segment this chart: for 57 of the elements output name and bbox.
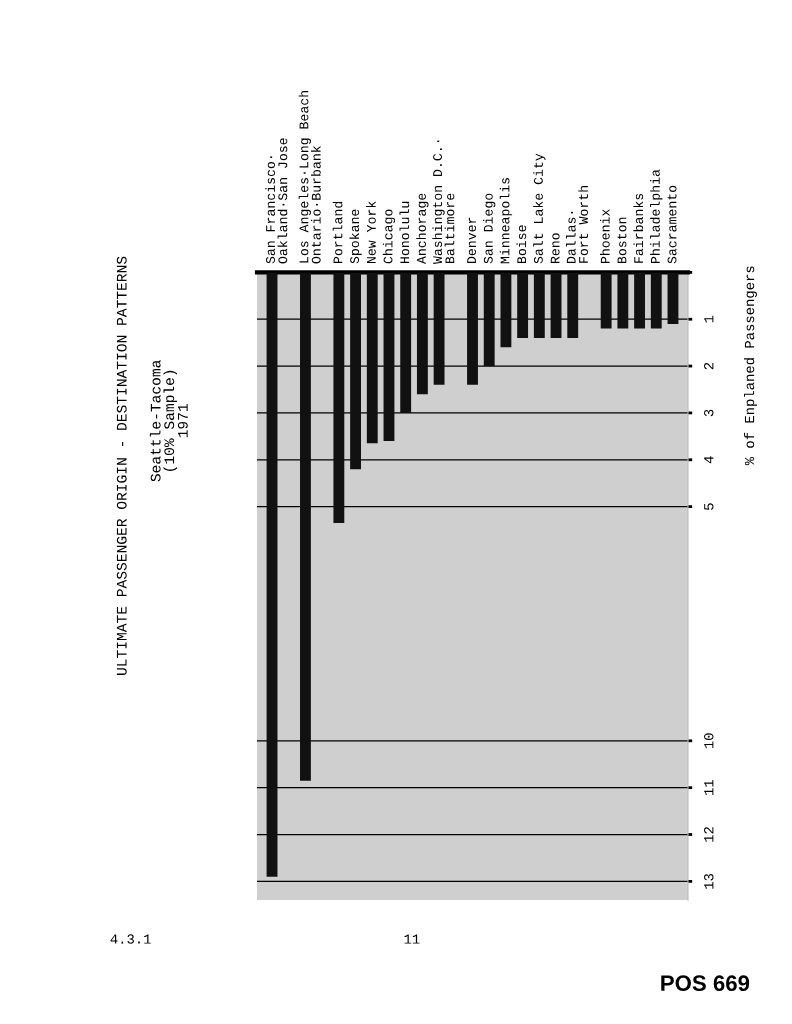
bar xyxy=(667,272,679,324)
bar xyxy=(416,272,428,395)
bar xyxy=(433,272,445,385)
x-tick-label: Sacramento xyxy=(667,185,677,264)
bar xyxy=(617,272,629,329)
x-tick-label: Spokane xyxy=(349,209,362,264)
bar xyxy=(383,272,395,442)
y-tick-label: 13 xyxy=(704,873,714,889)
bar xyxy=(600,272,612,329)
bar xyxy=(400,272,412,413)
y-tick-label: 2 xyxy=(704,362,714,370)
y-tick-label: 1 xyxy=(704,315,714,323)
y-tick-label: 10 xyxy=(704,733,714,749)
x-tick-label: Minneapolis xyxy=(499,178,513,264)
bar xyxy=(567,272,579,338)
text: ULTIMATE PASSENGER ORIGIN - DESTINATION PATTERNS xyxy=(116,256,127,675)
bar xyxy=(350,272,361,470)
x-tick-label: Portland xyxy=(332,201,343,264)
text: 11 xyxy=(404,934,420,944)
x-tick-label: San Diego xyxy=(483,193,496,264)
x-tick-label: Anchorage xyxy=(416,193,429,265)
bar xyxy=(366,272,378,444)
x-tick-label: Denver xyxy=(467,217,477,264)
x-tick-label: Los Angeles·Long Beach Ontario·Burbank xyxy=(298,91,321,264)
x-tick-label: Salt Lake City xyxy=(533,153,546,264)
bar xyxy=(500,272,512,348)
x-tick-label: Honolulu xyxy=(399,201,410,264)
y-tick-label: 3 xyxy=(704,409,714,417)
x-tick-label: Fairbanks xyxy=(633,193,644,263)
x-tick-label: Phoenix xyxy=(600,209,610,264)
bar xyxy=(483,272,495,367)
bar xyxy=(550,272,562,338)
bar xyxy=(333,272,345,523)
text: Seattle-Tacoma (10% Sample) 1971 xyxy=(149,360,188,482)
x-tick-label: Boise xyxy=(516,225,527,264)
bar xyxy=(266,272,278,877)
y-tick-label: 12 xyxy=(704,827,714,842)
text: 4.3.1 xyxy=(110,934,151,944)
bar xyxy=(517,272,529,338)
x-tick-label: Reno xyxy=(550,233,560,264)
bar xyxy=(650,272,662,329)
y-tick-label: 4 xyxy=(704,456,714,464)
x-tick-label: New York xyxy=(366,201,376,264)
bar xyxy=(533,272,545,338)
bar xyxy=(467,272,478,385)
x-tick-label: San Francisco· Oakland·San Jose xyxy=(265,138,288,264)
text: POS 669 xyxy=(661,975,750,992)
y-tick-label: 5 xyxy=(704,503,714,510)
x-tick-label: Dallas· Fort Worth xyxy=(566,186,588,264)
y-tick-label: 11 xyxy=(704,780,714,795)
x-tick-label: Chicago xyxy=(382,209,396,264)
bar xyxy=(634,272,645,329)
bar xyxy=(300,272,311,781)
y-axis-title: % of Enplaned Passengers xyxy=(744,266,757,466)
x-tick-label: Philadelphia xyxy=(650,169,663,264)
x-tick-label: Washington D.C.· Baltimore xyxy=(432,140,455,265)
x-tick-label: Boston xyxy=(617,217,627,264)
